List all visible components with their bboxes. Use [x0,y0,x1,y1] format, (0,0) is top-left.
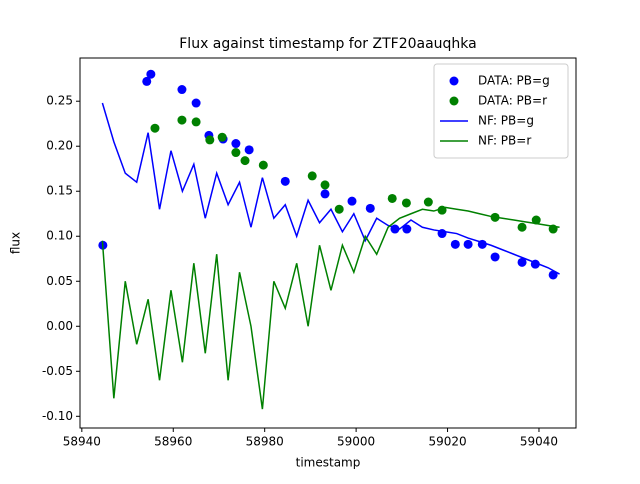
data-point [450,239,460,249]
y-tick-label: 0.25 [46,94,73,108]
data-point [548,270,558,280]
x-tick-label: 59000 [337,435,375,449]
data-point [231,139,241,149]
data-point [320,180,330,190]
x-tick-label: 59020 [428,435,466,449]
legend-label: DATA: PB=g [478,74,550,88]
data-point [142,76,152,86]
x-tick-label: 59040 [520,435,558,449]
y-tick-label: 0.10 [46,229,73,243]
data-point [217,132,227,142]
legend-box [433,63,569,159]
data-point [205,135,215,145]
data-point [231,148,241,158]
legend-label: NF: PB=g [478,114,534,128]
data-point [280,176,290,186]
data-point [490,252,500,262]
data-point [320,189,330,199]
legend-label: NF: PB=r [478,134,531,148]
legend-marker [449,76,459,86]
series-line [101,102,560,275]
chart-title: Flux against timestamp for ZTF20aauqhka [179,36,477,52]
data-point [307,171,317,181]
series-line [101,206,560,410]
data-point [347,196,357,206]
y-tick-label: 0.05 [46,274,73,288]
y-tick-label: 0.15 [46,184,73,198]
data-point [365,203,375,213]
data-point [401,198,411,208]
y-axis-label: flux [9,232,23,254]
data-point [517,222,527,232]
data-point [334,204,344,214]
data-point [463,239,473,249]
data-point [402,224,412,234]
x-tick-label: 58980 [246,435,284,449]
data-point [240,156,250,166]
y-tick-label: -0.10 [42,409,73,423]
data-point [191,98,201,108]
plot-frame [79,57,577,429]
y-tick-label: 0.20 [46,139,73,153]
data-point [177,115,187,125]
x-tick-label: 58960 [154,435,192,449]
y-tick-label: -0.05 [42,364,73,378]
data-point [517,257,527,267]
y-tick-label: 0.00 [46,319,73,333]
x-axis-label: timestamp [296,456,361,470]
legend-label: DATA: PB=r [478,94,547,108]
x-tick-label: 58940 [63,435,101,449]
data-point [423,197,433,207]
data-point [531,215,541,225]
data-point [150,123,160,133]
data-point [191,117,201,127]
data-point [387,193,397,203]
data-point [258,160,268,170]
data-point [146,69,156,79]
data-point [244,145,254,155]
legend-marker [449,96,459,106]
data-point [177,85,187,95]
